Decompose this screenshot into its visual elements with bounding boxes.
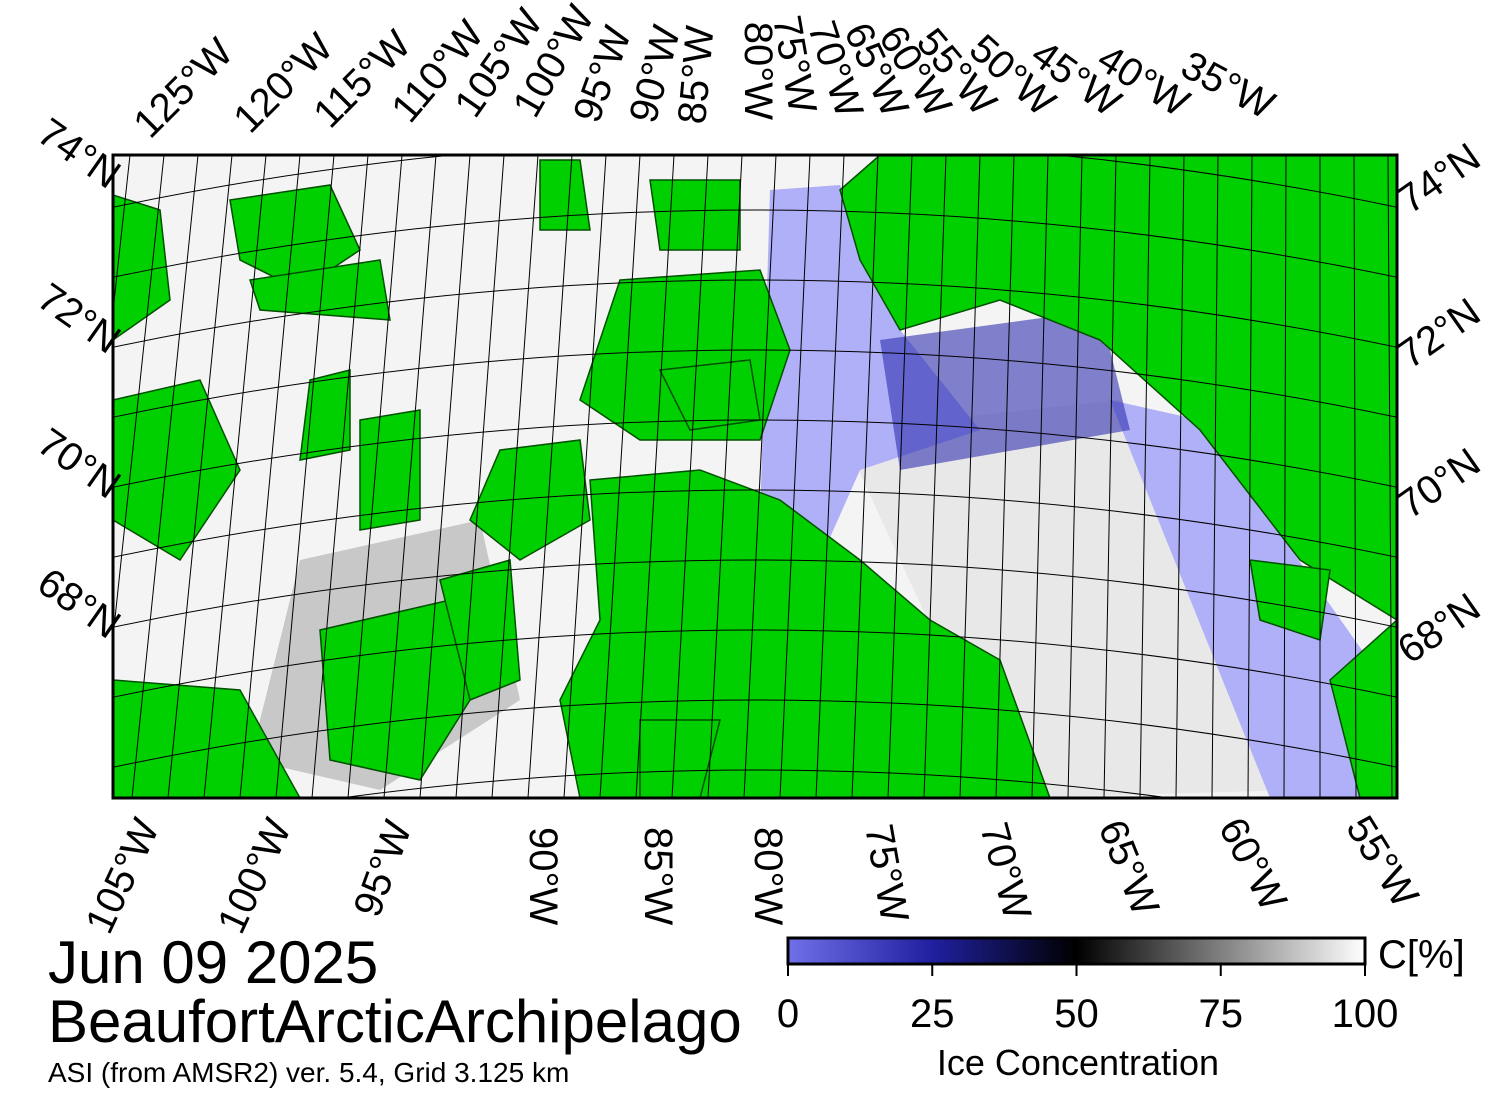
colorbar-unit: C[%] (1378, 933, 1465, 977)
meridian (815, 155, 845, 798)
meridian (239, 155, 301, 798)
lon-label-bottom: 100°W (209, 812, 300, 940)
meridian (779, 155, 811, 798)
parallel (113, 349, 1397, 418)
meridian (887, 155, 913, 798)
lon-label-top: 85°W (670, 24, 722, 126)
lat-label-right: 68°N (1390, 585, 1488, 672)
colorbar-tick-label: 100 (1332, 992, 1399, 1036)
meridian (1211, 155, 1219, 798)
meridian (113, 155, 131, 316)
meridian (491, 155, 539, 798)
colorbar-tick-label: 0 (777, 992, 799, 1036)
colorbar-tick-label: 25 (910, 992, 955, 1036)
meridian (455, 155, 505, 798)
meridian (1353, 155, 1357, 798)
lon-label-bottom: 95°W (346, 815, 421, 923)
meridian (275, 155, 335, 798)
parallel (113, 209, 1397, 278)
lat-label-right: 74°N (1390, 135, 1488, 222)
lon-label-bottom: 90°W (521, 827, 565, 925)
meridian (1067, 155, 1083, 798)
meridian (923, 155, 947, 798)
map-frame (111, 153, 1399, 800)
colorbar-tick-label: 50 (1054, 992, 1099, 1036)
lon-label-bottom: 75°W (856, 821, 916, 926)
meridian (995, 155, 1015, 798)
lon-label-top: 125°W (125, 30, 241, 146)
meridian (419, 155, 471, 798)
parallel (113, 699, 1397, 768)
meridian (707, 155, 743, 798)
meridian (1387, 155, 1393, 798)
meridian (635, 155, 675, 798)
meridian (1103, 155, 1117, 798)
lat-label-right: 72°N (1390, 290, 1488, 377)
meridian (167, 155, 233, 798)
meridian (563, 155, 607, 798)
meridian (1031, 155, 1049, 798)
meridian (527, 155, 573, 798)
meridian (1247, 155, 1253, 798)
lat-label-right: 70°N (1390, 440, 1488, 527)
graticule (113, 155, 1397, 798)
meridian (851, 155, 879, 798)
parallel (113, 155, 1397, 208)
region: BeaufortArcticArchipelago (48, 988, 742, 1055)
lon-label-bottom: 55°W (1337, 808, 1427, 915)
date: Jun 09 2025 (48, 929, 378, 996)
lon-label-bottom: 65°W (1090, 814, 1168, 922)
parallel (337, 769, 1173, 798)
parallel (113, 279, 1397, 348)
meridian (203, 155, 267, 798)
lon-label-bottom: 70°W (971, 818, 1039, 925)
meridian (311, 155, 369, 798)
meridian (1283, 155, 1287, 798)
parallel (113, 629, 1397, 698)
lon-label-top: 35°W (1174, 43, 1282, 128)
colorbar-tick-label: 75 (1199, 992, 1244, 1036)
colorbar-ticks: 0 25 50 75 100 (777, 964, 1399, 1036)
map-area (113, 155, 1397, 798)
meridian (599, 155, 641, 798)
parallel (113, 559, 1397, 628)
meridian (959, 155, 981, 798)
lon-label-bottom: 80°W (746, 827, 790, 925)
lon-label-bottom: 105°W (77, 812, 168, 940)
colorbar (786, 936, 1367, 966)
meridian (743, 155, 777, 798)
lon-label-bottom: 85°W (636, 827, 680, 925)
lon-label-bottom: 60°W (1210, 811, 1295, 919)
source: ASI (from AMSR2) ver. 5.4, Grid 3.125 km (48, 1057, 569, 1088)
meridian (1175, 155, 1185, 798)
lon-label-top: 80°W (736, 22, 780, 120)
meridian (1139, 155, 1151, 798)
meridian (347, 155, 403, 798)
meridian (671, 155, 709, 798)
parallel (113, 419, 1397, 488)
parallel (113, 489, 1397, 558)
meridian (113, 155, 165, 643)
colorbar-title: Ice Concentration (937, 1042, 1219, 1083)
meridian (383, 155, 437, 798)
